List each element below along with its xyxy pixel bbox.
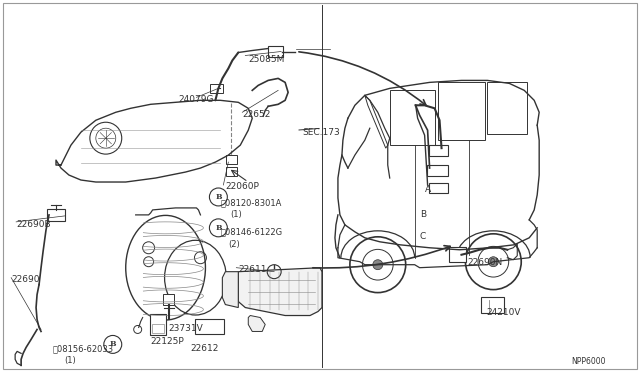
FancyBboxPatch shape [163,294,174,305]
Text: 24079G: 24079G [179,95,214,104]
Circle shape [373,260,383,270]
Text: 22652: 22652 [243,110,271,119]
Text: (1): (1) [64,356,76,365]
FancyBboxPatch shape [268,46,283,57]
FancyBboxPatch shape [429,183,448,193]
Polygon shape [238,268,322,315]
FancyBboxPatch shape [449,247,466,262]
FancyBboxPatch shape [3,3,637,369]
Text: 23731V: 23731V [168,324,204,333]
Text: Ⓑ08146-6122G: Ⓑ08146-6122G [220,228,282,237]
FancyBboxPatch shape [47,209,65,221]
Text: NPP6000: NPP6000 [571,357,605,366]
Text: 25085M: 25085M [248,55,285,64]
Text: SEC.173: SEC.173 [302,128,340,137]
Text: A: A [424,185,431,194]
Text: C: C [420,232,426,241]
Text: 22060P: 22060P [225,182,259,191]
Text: Ⓑ08120-8301A: Ⓑ08120-8301A [220,198,282,207]
FancyBboxPatch shape [226,155,237,164]
FancyBboxPatch shape [481,297,504,313]
Text: B: B [109,340,116,349]
Text: (2): (2) [228,240,240,249]
Text: 22690N: 22690N [467,258,502,267]
FancyBboxPatch shape [226,167,237,176]
Text: 24210V: 24210V [486,308,521,317]
FancyBboxPatch shape [150,314,166,335]
FancyBboxPatch shape [195,319,224,334]
Text: 22125P: 22125P [150,337,184,346]
Polygon shape [222,272,238,308]
Text: B: B [215,224,221,232]
Polygon shape [248,315,265,331]
Text: Ⓑ08156-62033: Ⓑ08156-62033 [53,344,114,353]
Text: (1): (1) [230,210,242,219]
FancyBboxPatch shape [429,145,448,155]
Text: 22690: 22690 [11,275,40,284]
Text: 22611: 22611 [238,265,267,274]
Text: B: B [420,210,426,219]
FancyBboxPatch shape [427,164,448,176]
Text: 22690B: 22690B [16,220,51,229]
Circle shape [488,257,499,267]
Text: B: B [215,193,221,201]
Text: 22612: 22612 [191,344,219,353]
FancyBboxPatch shape [152,324,164,333]
FancyBboxPatch shape [210,84,223,93]
